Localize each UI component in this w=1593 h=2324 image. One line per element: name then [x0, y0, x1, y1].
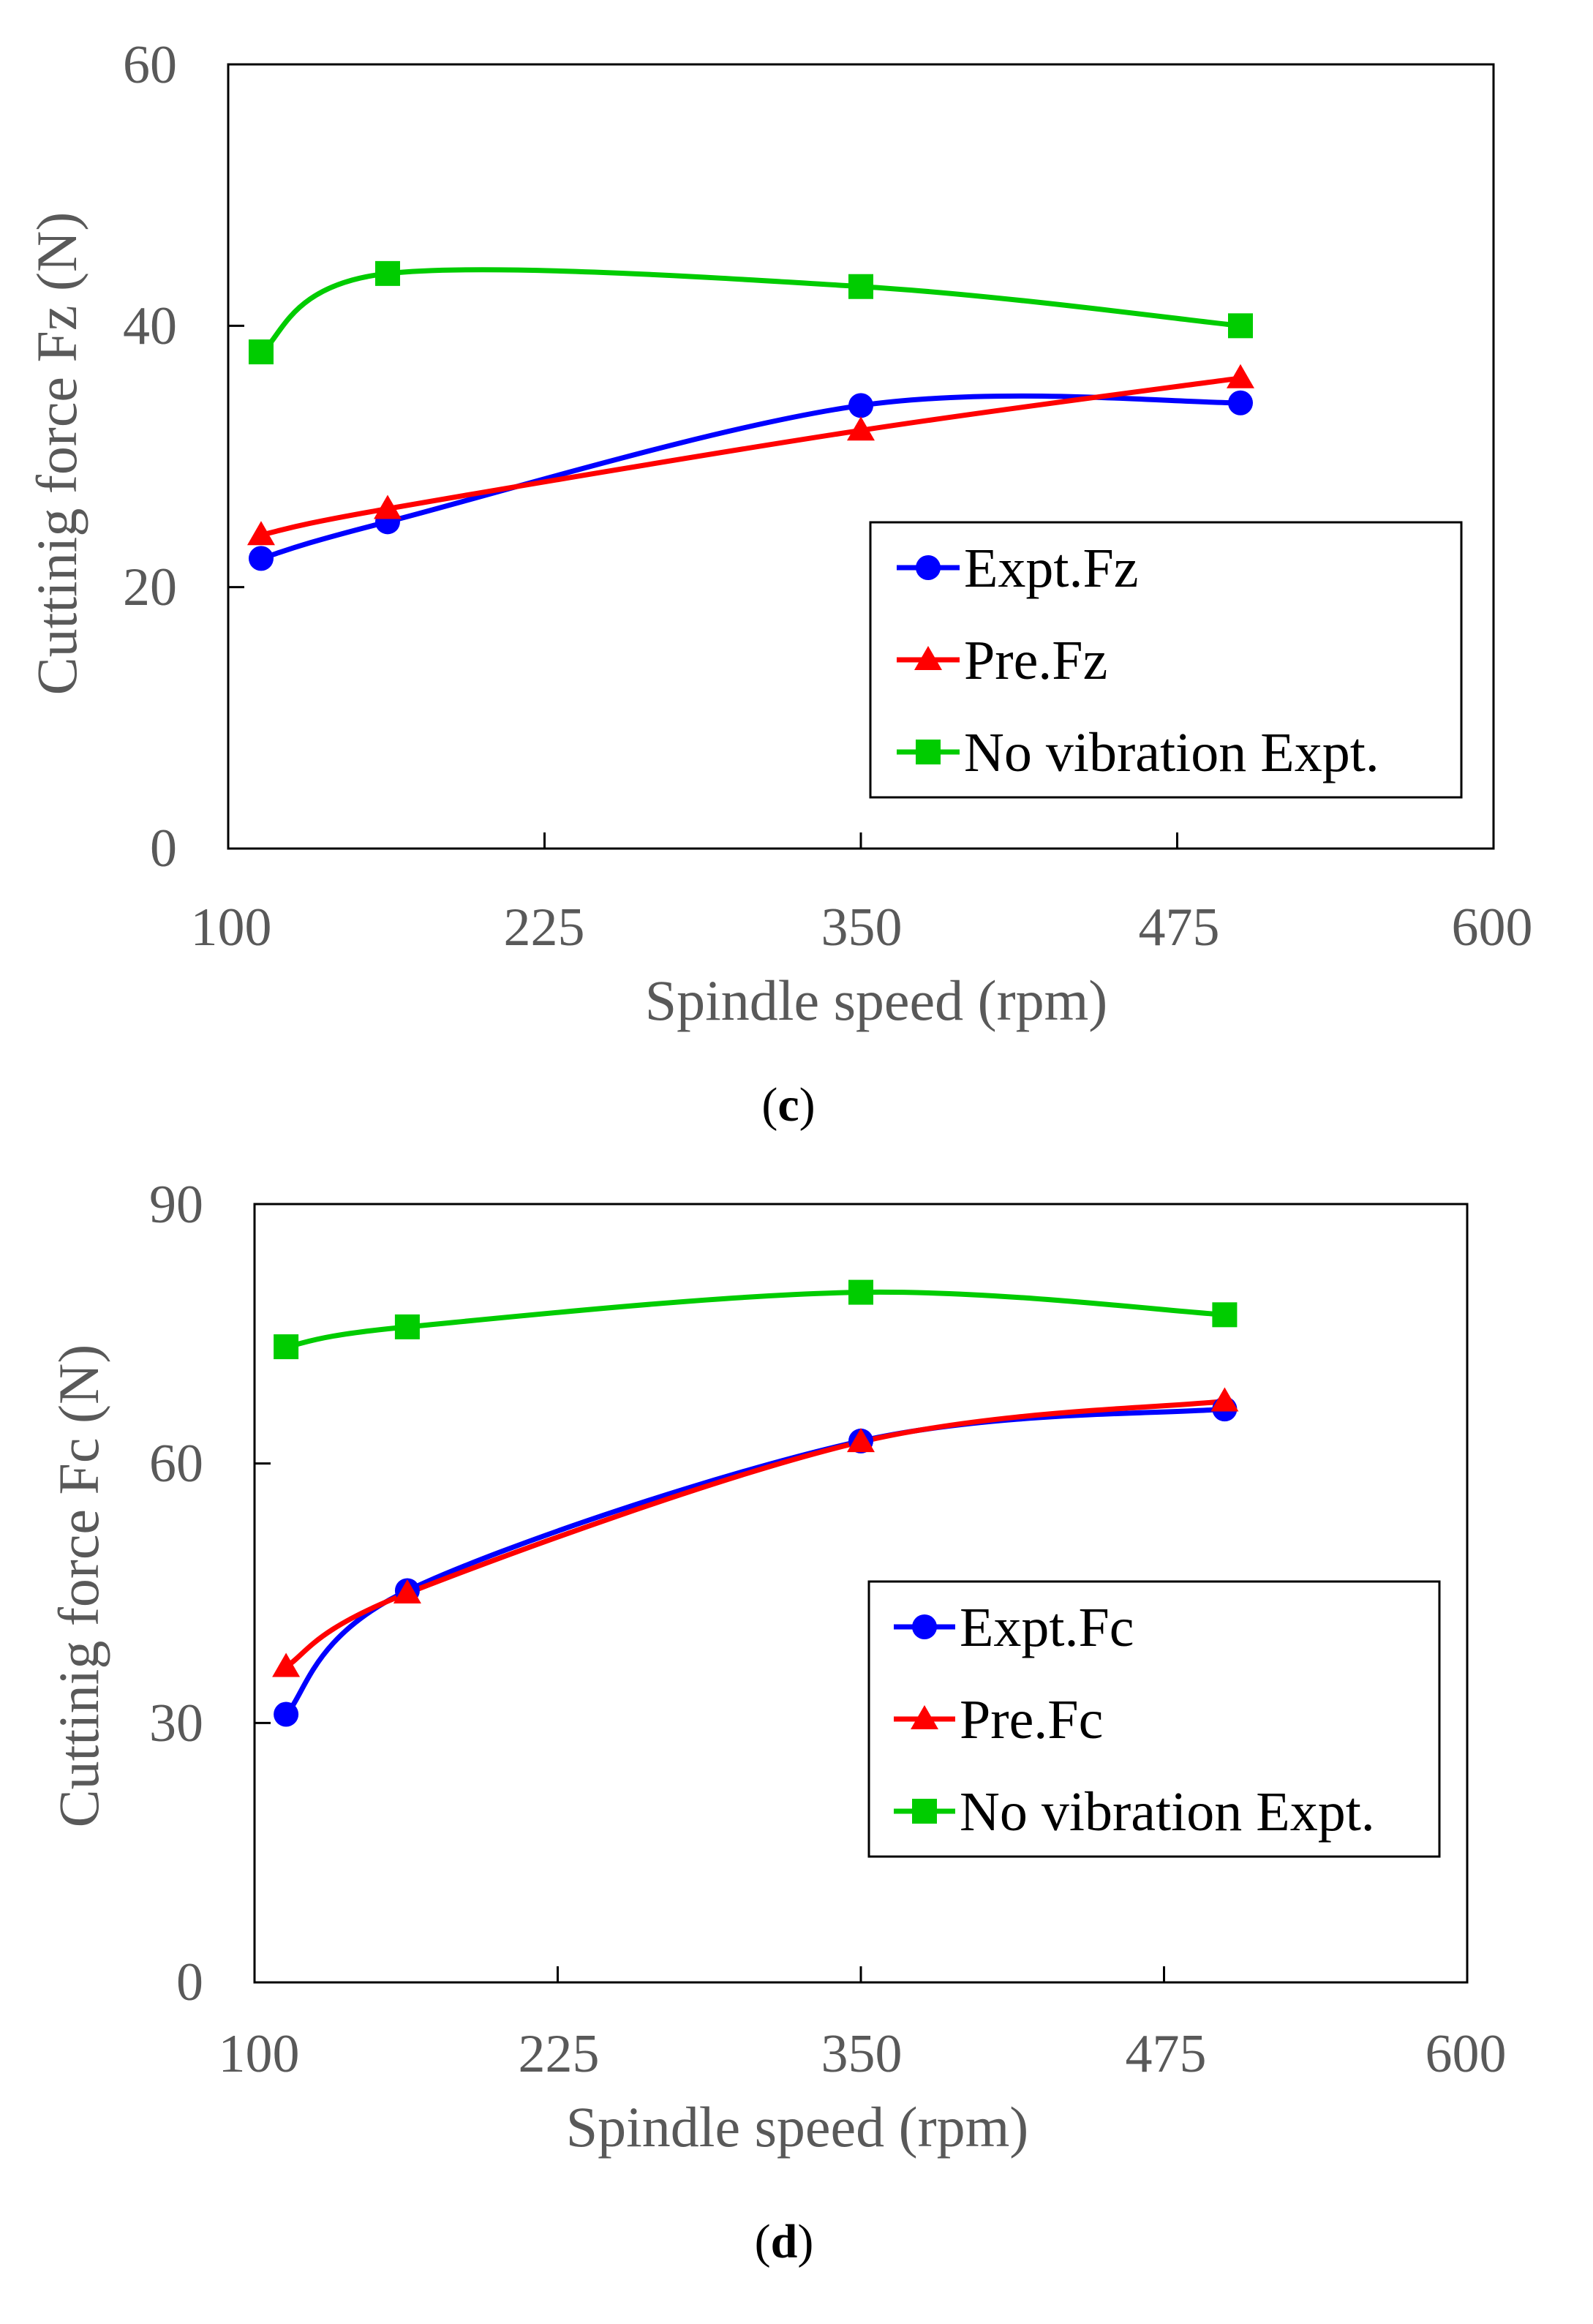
- data-point: [847, 416, 875, 441]
- legend-marker: [911, 1705, 938, 1729]
- legend-entry: No vibration Expt.: [964, 722, 1379, 783]
- data-point: [373, 494, 402, 519]
- legend-marker: [916, 740, 941, 764]
- data-point: [374, 260, 400, 286]
- legend-box: [869, 521, 1463, 799]
- x-axis-title: Spindle speed (rpm): [566, 2095, 1029, 2159]
- x-tick-label: 600: [1452, 898, 1533, 958]
- data-point: [1228, 390, 1253, 415]
- legend-marker: [914, 646, 942, 670]
- data-point: [393, 1579, 421, 1603]
- data-point: [1212, 1302, 1238, 1328]
- y-tick-label: 0: [150, 819, 177, 879]
- data-point: [1227, 364, 1254, 388]
- series-line: [283, 1406, 1227, 1717]
- x-tick-label: 350: [821, 898, 903, 958]
- chart-panel-d: 0 30 60 90 100 225 350 475 600 Spindle s…: [47, 1175, 1507, 2268]
- legend-entry: No vibration Expt.: [960, 1781, 1375, 1843]
- y-tick-label: 0: [176, 1952, 203, 2012]
- y-tick-label: 30: [149, 1693, 203, 1753]
- data-point: [248, 546, 274, 571]
- series-line: [258, 375, 1243, 538]
- x-tick-label: 600: [1426, 2024, 1507, 2084]
- legend-entry: Pre.Fz: [964, 630, 1107, 691]
- x-axis-labels: 100 225 350 475 600: [191, 898, 1533, 958]
- data-point: [274, 1701, 299, 1727]
- x-tick-label: 475: [1126, 2024, 1207, 2084]
- data-point: [394, 1314, 420, 1339]
- legend: Expt.Fz Pre.Fz No vibration Expt.: [869, 521, 1463, 799]
- plot-lines: [246, 260, 1254, 571]
- legend-entry: Expt.Fc: [960, 1597, 1134, 1658]
- x-axis-labels: 100 225 350 475 600: [219, 2024, 1507, 2084]
- y-tick-label: 40: [123, 296, 177, 356]
- data-point: [272, 1652, 301, 1677]
- legend-marker: [916, 555, 941, 580]
- legend: Expt.Fc Pre.Fc No vibration Expt.: [867, 1580, 1441, 1858]
- x-axis-ticks: [227, 832, 1495, 849]
- y-tick-label: 60: [123, 35, 177, 95]
- y-axis-title: Cuttinig force Fc (N): [47, 1345, 110, 1828]
- y-tick-label: 90: [149, 1175, 203, 1235]
- x-tick-label: 225: [504, 898, 585, 958]
- x-tick-label: 100: [191, 898, 272, 958]
- x-tick-label: 475: [1139, 898, 1220, 958]
- x-tick-label: 100: [219, 2024, 300, 2084]
- legend-box: [867, 1580, 1441, 1858]
- panel-label: (d): [755, 2215, 814, 2268]
- y-axis-labels: 0 30 60 90: [149, 1175, 203, 2012]
- legend-swatches: [897, 555, 960, 764]
- data-point: [847, 1428, 875, 1453]
- legend-entry: Expt.Fz: [964, 538, 1139, 599]
- y-axis-ticks: [228, 63, 244, 850]
- legend-swatches: [894, 1614, 955, 1824]
- x-tick-label: 225: [519, 2024, 600, 2084]
- panel-label: (c): [761, 1078, 815, 1132]
- data-point: [1210, 1387, 1239, 1412]
- legend-entry: Pre.Fc: [960, 1689, 1103, 1750]
- data-point: [848, 393, 873, 418]
- data-point: [848, 1279, 873, 1305]
- data-point: [246, 521, 275, 546]
- x-axis-title: Spindle speed (rpm): [645, 969, 1108, 1032]
- data-point: [248, 339, 274, 365]
- data-point: [274, 1334, 299, 1360]
- chart-panel-c: 0 20 40 60 100 225 350 475 600 Spindle s…: [25, 35, 1533, 1132]
- series-line: [258, 267, 1243, 355]
- series-line: [283, 1289, 1227, 1350]
- legend-marker: [912, 1799, 937, 1824]
- plot-lines: [272, 1279, 1239, 1727]
- data-point: [848, 274, 873, 299]
- series-line: [283, 1399, 1227, 1669]
- x-tick-label: 350: [821, 2024, 903, 2084]
- data-point: [1228, 313, 1253, 339]
- y-tick-label: 20: [123, 557, 177, 617]
- legend-marker: [912, 1614, 937, 1639]
- x-axis-ticks: [253, 1966, 1469, 1982]
- y-tick-label: 60: [149, 1434, 203, 1494]
- y-axis-title: Cuttinig force Fz (N): [25, 212, 88, 696]
- y-axis-ticks: [255, 1203, 271, 1984]
- y-axis-labels: 0 20 40 60: [123, 35, 177, 879]
